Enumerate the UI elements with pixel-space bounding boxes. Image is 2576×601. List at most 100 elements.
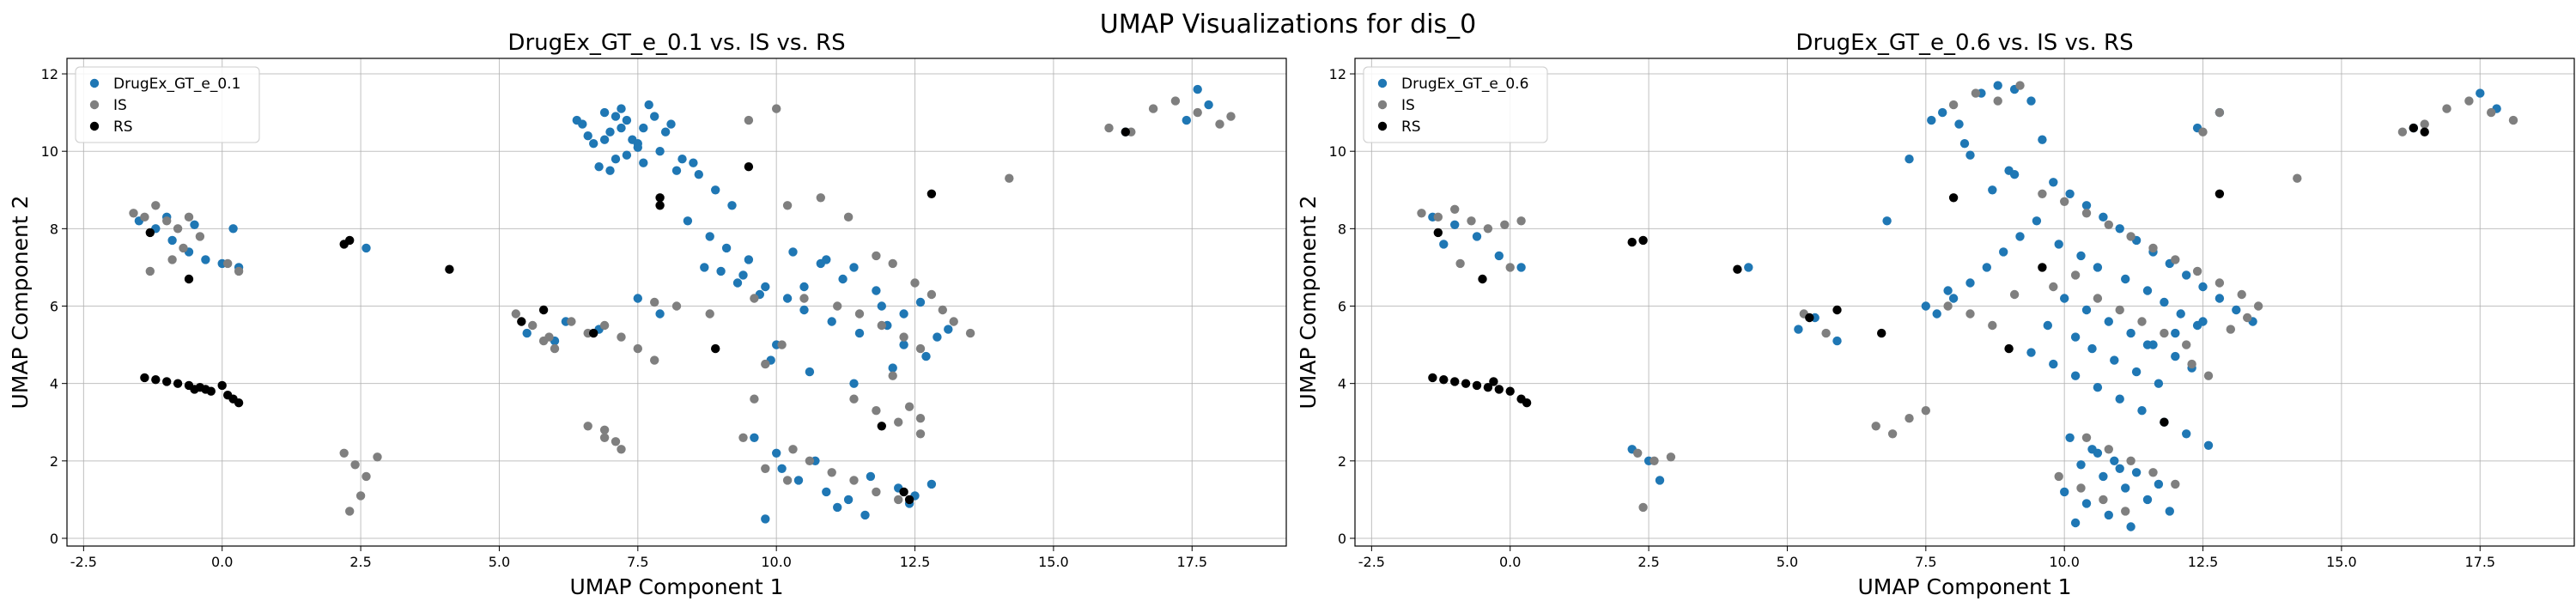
scatter-point — [528, 320, 538, 331]
scatter-point — [660, 127, 671, 137]
scatter-point — [599, 433, 610, 442]
scatter-point — [843, 495, 854, 505]
scatter-point — [145, 228, 155, 238]
scatter-point — [1948, 100, 1959, 110]
scatter-point — [1450, 204, 1460, 214]
series-3 — [140, 127, 1131, 505]
scatter-point — [888, 363, 897, 373]
subplot-1: -2.5 0.0 2.5 5.0 7.5 10.0 12.5 15.0 17.5 0 2 4 6 8 10 1… — [8, 30, 1287, 599]
scatter-point — [772, 448, 781, 458]
scatter-point — [738, 433, 748, 442]
scatter-point — [2171, 479, 2180, 489]
scatter-point — [750, 394, 759, 404]
scatter-point — [2126, 522, 2136, 531]
scatter-point — [345, 235, 355, 246]
scatter-point — [184, 274, 194, 284]
scatter-point — [2171, 328, 2180, 338]
scatter-point — [2099, 212, 2108, 222]
scatter-point — [2054, 240, 2063, 249]
scatter-point — [2093, 294, 2103, 303]
scatter-point — [2032, 216, 2042, 226]
scatter-point — [511, 309, 520, 319]
x-tick-label: 7.5 — [1915, 554, 1936, 570]
scatter-point — [2070, 518, 2081, 528]
scatter-point — [2115, 464, 2124, 473]
scatter-point — [1516, 263, 1526, 272]
scatter-point — [605, 166, 615, 175]
series-2 — [1417, 81, 2518, 516]
scatter-point — [583, 422, 592, 431]
scatter-point — [888, 258, 897, 269]
scatter-point — [1478, 274, 1487, 284]
scatter-point — [1439, 375, 1449, 385]
scatter-point — [350, 460, 360, 470]
scatter-point — [1943, 301, 1953, 311]
scatter-point — [2049, 282, 2058, 292]
scatter-point — [2293, 173, 2302, 183]
scatter-point — [2198, 127, 2208, 137]
scatter-point — [872, 286, 881, 295]
scatter-point — [644, 100, 653, 110]
scatter-point — [788, 247, 798, 257]
scatter-point — [744, 162, 754, 172]
scatter-point — [2203, 371, 2214, 380]
scatter-point — [872, 406, 881, 416]
scatter-point — [361, 243, 371, 253]
scatter-point — [1494, 385, 1504, 394]
scatter-point — [671, 301, 682, 311]
x-tick-label: 12.5 — [900, 554, 931, 570]
scatter-point — [1417, 209, 1426, 218]
scatter-point — [2038, 263, 2047, 272]
scatter-point — [2160, 328, 2169, 338]
scatter-point — [1428, 373, 1437, 383]
scatter-point — [700, 263, 709, 272]
scatter-point — [2126, 328, 2136, 338]
scatter-point — [1193, 107, 1202, 118]
scatter-point — [2009, 289, 2020, 300]
scatter-point — [611, 112, 621, 121]
scatter-point — [1655, 476, 1665, 485]
scatter-point — [639, 123, 648, 133]
scatter-point — [201, 255, 210, 264]
scatter-point — [2104, 510, 2113, 520]
x-tick-label: 0.0 — [211, 554, 233, 570]
subplot-title: DrugEx_GT_e_0.1 vs. IS vs. RS — [507, 30, 845, 56]
scatter-point — [2104, 317, 2113, 326]
scatter-point — [927, 289, 937, 300]
scatter-point — [2215, 189, 2225, 198]
legend-marker — [1377, 121, 1388, 131]
scatter-point — [799, 305, 809, 315]
scatter-point — [583, 131, 592, 141]
scatter-point — [2065, 433, 2075, 442]
scatter-point — [716, 266, 726, 276]
scatter-point — [538, 305, 549, 315]
scatter-point — [2142, 495, 2153, 505]
series-3 — [1428, 123, 2429, 427]
scatter-point — [1121, 127, 1131, 137]
scatter-point — [1794, 325, 1803, 334]
scatter-point — [816, 193, 825, 203]
scatter-point — [915, 343, 926, 354]
scatter-point — [1005, 173, 1014, 183]
scatter-point — [173, 224, 183, 234]
scatter-point — [633, 343, 642, 354]
scatter-point — [1633, 448, 1643, 458]
scatter-point — [594, 162, 604, 172]
scatter-point — [2160, 297, 2169, 307]
scatter-point — [617, 104, 626, 113]
scatter-point — [849, 394, 859, 404]
scatter-point — [2081, 209, 2092, 218]
scatter-point — [899, 309, 908, 319]
scatter-point — [2165, 507, 2174, 516]
scatter-point — [1871, 422, 1880, 431]
scatter-point — [872, 251, 881, 261]
scatter-point — [849, 379, 859, 388]
scatter-point — [2253, 301, 2263, 311]
x-tick-label: 10.0 — [2049, 554, 2080, 570]
scatter-point — [894, 417, 903, 427]
scatter-point — [655, 193, 665, 203]
scatter-point — [2060, 197, 2069, 206]
scatter-point — [1921, 406, 1930, 416]
scatter-point — [1805, 313, 1814, 323]
scatter-point — [1505, 263, 1515, 272]
